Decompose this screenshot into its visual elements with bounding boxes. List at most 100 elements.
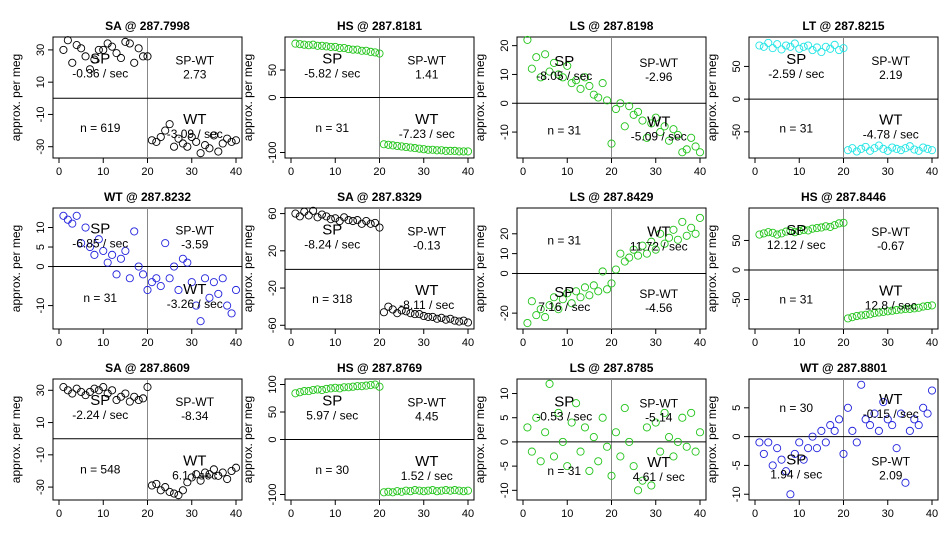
data-point: [357, 46, 366, 55]
data-point: [428, 486, 437, 495]
y-tick-label: 0: [499, 270, 511, 276]
data-point: [379, 140, 388, 149]
data-point: [647, 119, 656, 128]
data-point: [178, 254, 187, 263]
x-tick-label: 0: [56, 166, 62, 178]
data-point: [585, 291, 594, 300]
data-point: [134, 395, 143, 405]
data-point: [545, 379, 554, 388]
data-point: [335, 43, 344, 53]
data-point: [888, 143, 897, 152]
data-point: [883, 415, 892, 424]
data-point: [638, 476, 647, 485]
data-point: [313, 213, 322, 222]
data-point: [63, 215, 72, 224]
data-point: [629, 245, 638, 254]
panel-7: LS @ 287.8429 approx. per meg -20 0 10 20 0 10 2…: [473, 190, 707, 349]
x-tick-label: 30: [650, 337, 662, 349]
data-point: [541, 50, 550, 59]
data-point: [174, 285, 183, 295]
y-tick-label: -100: [267, 483, 279, 505]
data-point: [549, 58, 559, 67]
data-point: [585, 81, 594, 91]
data-point: [125, 274, 134, 283]
data-point: [634, 486, 643, 495]
spwt-label: SP-WT: [407, 395, 446, 409]
data-point: [384, 487, 393, 496]
n-label: n = 31: [779, 292, 813, 306]
data-point: [664, 233, 674, 242]
panel-title: LS @ 287.8198: [570, 19, 654, 33]
y-tick-label: 30: [35, 44, 47, 56]
data-point: [63, 36, 72, 45]
data-point: [594, 457, 603, 466]
data-point: [68, 389, 77, 398]
y-tick-label: 60: [267, 207, 279, 219]
x-tick-label: 10: [329, 337, 341, 349]
data-point: [340, 213, 349, 222]
data-point: [161, 483, 170, 492]
data-point: [567, 299, 576, 308]
y-tick-label: 10: [35, 76, 47, 88]
data-point: [322, 384, 331, 393]
data-point: [870, 409, 879, 418]
data-point: [291, 209, 300, 218]
data-point: [432, 146, 442, 155]
data-point: [335, 384, 344, 393]
x-tick-label: 20: [837, 508, 849, 520]
data-point: [313, 41, 322, 50]
data-point: [616, 452, 625, 461]
data-point: [108, 42, 117, 51]
x-tick-label: 40: [462, 337, 474, 349]
data-point: [651, 113, 660, 122]
sp-label: SP: [322, 50, 342, 67]
panel-title: WT @ 287.8801: [800, 361, 887, 375]
data-point: [322, 42, 331, 51]
data-point: [196, 149, 205, 158]
wt-rate: -0.15 / sec: [863, 407, 919, 421]
data-point: [682, 145, 691, 154]
data-point: [795, 226, 804, 236]
data-point: [620, 122, 629, 131]
data-point: [656, 229, 665, 238]
data-point: [147, 136, 156, 145]
data-point: [777, 45, 786, 54]
data-point: [371, 218, 380, 227]
data-point: [209, 131, 218, 140]
data-point: [812, 224, 822, 233]
data-point: [866, 146, 875, 155]
x-tick-label: 40: [694, 508, 706, 520]
data-point: [611, 104, 620, 114]
data-point: [192, 470, 201, 479]
n-label: n = 31: [779, 122, 813, 136]
sp-rate: -2.59 / sec: [768, 67, 824, 81]
spwt-value: 1.41: [415, 67, 439, 81]
data-point: [669, 125, 678, 134]
data-point: [927, 301, 937, 310]
data-point: [366, 47, 375, 56]
data-point: [892, 306, 901, 315]
y-tick-label: 5: [35, 244, 47, 250]
y-tick-label: 50: [267, 406, 279, 418]
data-point: [90, 55, 99, 64]
data-point: [808, 46, 817, 55]
data-point: [695, 148, 705, 157]
data-point: [209, 278, 218, 287]
data-point: [888, 306, 897, 315]
data-point: [384, 140, 393, 149]
data-point: [441, 486, 450, 495]
data-point: [883, 307, 892, 316]
sp-label: SP: [90, 51, 110, 68]
data-point: [357, 382, 366, 391]
data-point: [567, 79, 576, 88]
data-point: [545, 301, 554, 310]
data-point: [410, 310, 419, 319]
data-point: [830, 221, 839, 230]
data-point: [348, 45, 358, 54]
x-tick-label: 0: [520, 508, 526, 520]
data-point: [786, 226, 795, 236]
data-point: [116, 254, 125, 263]
y-axis-label: approx. per meg: [241, 54, 255, 141]
data-point: [227, 309, 236, 318]
wt-label: WT: [879, 391, 902, 408]
